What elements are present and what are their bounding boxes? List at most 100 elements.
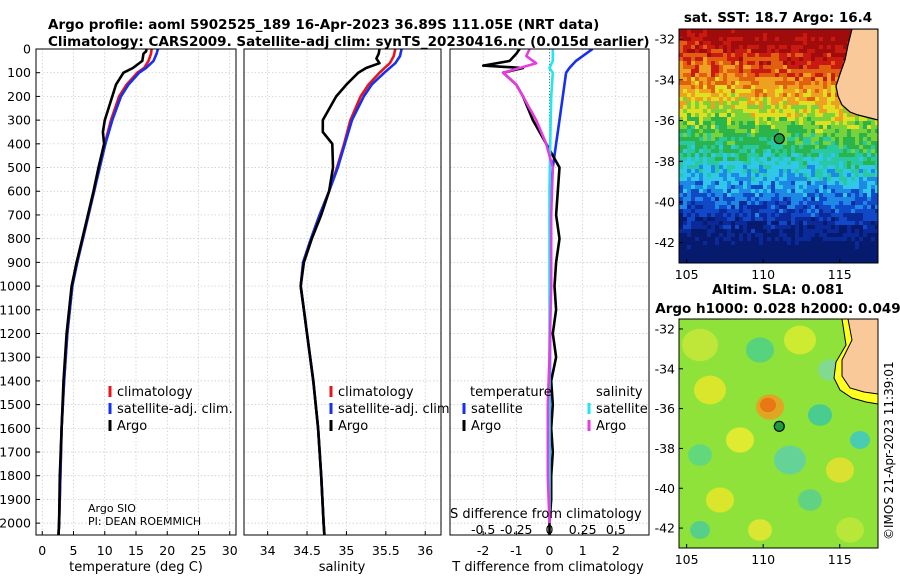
sst-cell	[707, 49, 712, 54]
sst-cell	[751, 185, 756, 190]
sst-cell	[767, 177, 772, 182]
sst-cell	[743, 49, 748, 54]
sst-cell	[807, 201, 812, 206]
sst-cell	[727, 237, 732, 242]
sst-cell	[715, 69, 720, 74]
sst-cell	[719, 93, 724, 98]
sst-cell	[763, 65, 768, 70]
sst-cell	[791, 29, 796, 34]
sst-cell	[815, 117, 820, 122]
sst-cell	[859, 193, 864, 198]
sst-cell	[827, 149, 832, 154]
sst-cell	[835, 41, 840, 46]
sst-cell	[727, 233, 732, 238]
sst-cell	[755, 221, 760, 226]
sst-cell	[791, 209, 796, 214]
sst-cell	[875, 233, 878, 238]
sst-cell	[743, 97, 748, 102]
sst-cell	[711, 85, 716, 90]
sst-cell	[735, 113, 740, 118]
sst-cell	[847, 197, 852, 202]
sst-cell	[815, 205, 820, 210]
x-tick-label: 34.5	[293, 543, 321, 558]
sst-cell	[775, 77, 780, 82]
sst-cell	[739, 41, 744, 46]
sst-cell	[823, 249, 828, 254]
sst-cell	[703, 109, 708, 114]
sst-cell	[795, 101, 800, 106]
sst-cell	[743, 161, 748, 166]
sst-cell	[739, 241, 744, 246]
sst-cell	[839, 37, 844, 42]
sst-cell	[795, 33, 800, 38]
sst-cell	[707, 161, 712, 166]
sst-cell	[719, 157, 724, 162]
sst-cell	[843, 153, 848, 158]
sst-cell	[771, 217, 776, 222]
sst-cell	[771, 137, 776, 142]
sst-cell	[695, 185, 700, 190]
sst-cell	[835, 69, 840, 74]
sst-cell	[727, 77, 732, 82]
sst-cell	[747, 157, 752, 162]
sst-cell	[711, 173, 716, 178]
sst-cell	[743, 101, 748, 106]
sst-cell	[791, 177, 796, 182]
sst-cell	[803, 49, 808, 54]
sst-cell	[811, 61, 816, 66]
sst-cell	[751, 245, 756, 250]
sst-cell	[715, 205, 720, 210]
sst-cell	[783, 181, 788, 186]
sst-cell	[871, 129, 876, 134]
sst-cell	[735, 205, 740, 210]
sst-cell	[755, 121, 760, 126]
sst-cell	[703, 73, 708, 78]
sst-cell	[727, 225, 732, 230]
sst-cell	[779, 53, 784, 58]
sst-cell	[803, 77, 808, 82]
sst-cell	[875, 229, 878, 234]
sst-cell	[767, 253, 772, 258]
sst-cell	[815, 97, 820, 102]
sst-cell	[731, 189, 736, 194]
sst-cell	[843, 161, 848, 166]
sst-cell	[763, 53, 768, 58]
sst-cell	[795, 197, 800, 202]
sst-cell	[819, 177, 824, 182]
sst-cell	[859, 229, 864, 234]
sst-cell	[723, 77, 728, 82]
sst-cell	[851, 209, 856, 214]
sst-cell	[703, 245, 708, 250]
sst-cell	[787, 241, 792, 246]
sst-cell	[863, 193, 868, 198]
sst-cell	[787, 217, 792, 222]
sst-cell	[855, 145, 860, 150]
salinity-difference-axis: -0.5 -0.25 0 0.25 0.5	[471, 522, 626, 537]
sst-cell	[807, 69, 812, 74]
sst-cell	[699, 41, 704, 46]
sst-cell	[771, 41, 776, 46]
sst-cell	[839, 253, 844, 258]
sst-cell	[871, 213, 876, 218]
sst-cell	[699, 217, 704, 222]
sst-cell	[839, 225, 844, 230]
sst-cell	[831, 41, 836, 46]
sst-cell	[739, 245, 744, 250]
lat-tick-label: -34	[655, 361, 675, 376]
sst-cell	[867, 213, 872, 218]
sst-cell	[719, 181, 724, 186]
sst-cell	[799, 65, 804, 70]
sst-cell	[867, 201, 872, 206]
sst-cell	[699, 209, 704, 214]
sst-cell	[779, 205, 784, 210]
sst-cell	[727, 117, 732, 122]
sst-cell	[683, 217, 688, 222]
sst-cell	[683, 149, 688, 154]
sst-cell	[867, 241, 872, 246]
sst-cell	[715, 149, 720, 154]
sst-cell	[819, 201, 824, 206]
difference-panel: -2 -1 0 1 2 -0.5 -0.25 0 0.25 0.5 S difference f…	[449, 48, 650, 575]
sst-cell	[755, 153, 760, 158]
sst-cell	[775, 125, 780, 130]
sst-cell	[703, 153, 708, 158]
